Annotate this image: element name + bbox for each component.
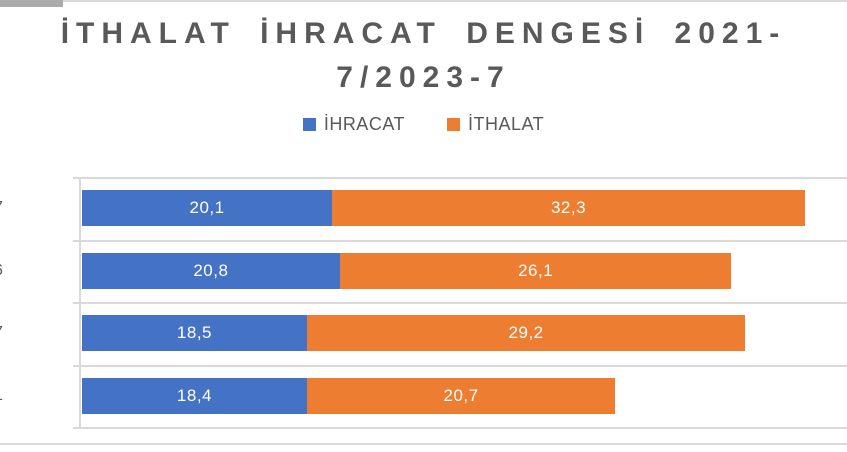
category-axis-label: 7 (0, 315, 14, 351)
bar-value-label: 32,3 (550, 198, 587, 217)
bar-value-label: 20,1 (189, 198, 225, 217)
bar-segment-ithalat[interactable]: 32,3 (332, 190, 805, 226)
gridline-sep-1 (73, 239, 847, 242)
chart-legend: İHRACAT İTHALAT (0, 114, 847, 135)
legend-label-ihracat: İHRACAT (323, 114, 405, 134)
bar-value-label: 20,8 (193, 260, 229, 280)
bar-segment-ithalat[interactable]: 29,2 (306, 315, 746, 351)
category-axis-label: 1 (0, 378, 14, 414)
gridline-bottom (73, 427, 847, 429)
chart-title: İTHALAT İHRACAT DENGESİ 2021- 7/2023-7 (0, 12, 847, 100)
bar-value-label: 18,4 (176, 385, 212, 405)
category-axis-label: 7 (0, 190, 14, 226)
legend-label-ithalat: İTHALAT (467, 114, 545, 134)
category-axis-label: 6 (0, 253, 14, 289)
top-left-border-block (0, 0, 63, 7)
bar-value-label: 20,7 (443, 385, 479, 405)
bar-row: 20,1 32,3 (82, 190, 847, 226)
chart-title-line2: 7/2023-7 (336, 61, 511, 94)
bar-value-label: 18,5 (176, 323, 212, 342)
gridline-top (73, 177, 847, 179)
legend-item-ithalat[interactable]: İTHALAT (446, 114, 545, 135)
chart-title-line1: İTHALAT İHRACAT DENGESİ 2021- (60, 17, 787, 50)
bar-segment-ihracat[interactable]: 20,8 (82, 252, 340, 289)
bar-segment-ihracat[interactable]: 20,1 (82, 190, 333, 226)
bar-value-label: 26,1 (518, 260, 554, 280)
bar-segment-ihracat[interactable]: 18,5 (82, 315, 307, 351)
gridline-sep-3 (73, 364, 847, 367)
legend-swatch-ihracat (302, 118, 316, 131)
bar-segment-ithalat[interactable]: 20,7 (306, 377, 616, 414)
bar-value-label: 29,2 (508, 323, 544, 342)
bar-segment-ihracat[interactable]: 18,4 (82, 377, 307, 414)
legend-swatch-ithalat (446, 118, 460, 131)
legend-item-ihracat[interactable]: İHRACAT (302, 114, 405, 135)
bar-row: 18,5 29,2 (82, 315, 847, 351)
gridline-sep-2 (73, 302, 847, 304)
bar-segment-ithalat[interactable]: 26,1 (339, 252, 732, 289)
bar-row: 20,8 26,1 (82, 252, 847, 289)
top-border-line (63, 0, 847, 2)
bottom-border-line (0, 443, 847, 445)
bar-row: 18,4 20,7 (82, 377, 847, 414)
category-axis-line (79, 177, 81, 429)
